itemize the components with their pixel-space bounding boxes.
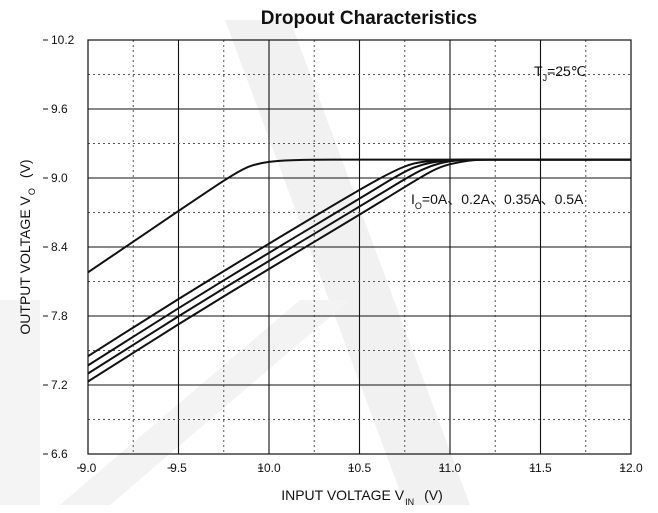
x-tick-label: 11.0 xyxy=(439,461,462,475)
temperature-annotation-rest: =25℃ xyxy=(547,63,586,79)
watermark-stroke xyxy=(60,300,350,505)
temperature-annotation-sub: J xyxy=(543,73,548,83)
axis-ticks: 9.0 9.5 10.0 10.5 11.0 11.5 12.0 6.6 7.2 7.8 8.4 9.… xyxy=(43,33,643,475)
x-axis-label: INPUT VOLTAGE VIN (V) xyxy=(281,487,443,507)
x-axis-label-text: INPUT VOLTAGE V xyxy=(281,487,405,503)
watermark-stroke xyxy=(0,300,40,505)
x-tick-label: 10.0 xyxy=(257,461,281,475)
chart-title: Dropout Characteristics xyxy=(261,8,477,29)
watermark-stroke xyxy=(225,20,470,505)
y-tick-label: 7.2 xyxy=(51,378,68,392)
current-annotation: IO=0A、0.2A、0.35A、0.5A xyxy=(411,191,584,211)
y-tick-label: 10.2 xyxy=(51,33,75,47)
plot-frame xyxy=(87,39,632,455)
x-tick-label: 9.0 xyxy=(80,461,97,475)
x-axis-label-sub: IN xyxy=(405,497,414,507)
y-tick-label: 7.8 xyxy=(51,309,68,323)
y-tick-label: 9.6 xyxy=(51,102,68,116)
y-axis-label-unit: (V) xyxy=(17,159,33,178)
current-annotation-rest: =0A、0.2A、0.35A、0.5A xyxy=(422,191,584,207)
y-tick-label: 8.4 xyxy=(51,240,68,254)
series-line-5 xyxy=(87,158,631,383)
series-group xyxy=(87,158,631,383)
current-annotation-sub: O xyxy=(415,201,422,211)
y-axis-label-sub: O xyxy=(27,188,37,195)
temperature-annotation: TJ=25℃ xyxy=(534,63,587,83)
grid xyxy=(88,40,631,454)
series-line-1 xyxy=(87,158,631,274)
x-tick-label: 9.5 xyxy=(170,461,187,475)
watermark-shape xyxy=(0,20,470,505)
temperature-annotation-base: T xyxy=(534,63,543,79)
current-annotation-base: I xyxy=(411,191,415,207)
x-tick-label: 10.5 xyxy=(348,461,372,475)
y-axis-label: OUTPUT VOLTAGE VO (V) xyxy=(17,159,37,334)
y-tick-label: 9.0 xyxy=(51,171,68,185)
x-axis-label-unit: (V) xyxy=(424,487,443,503)
y-tick-label: 6.6 xyxy=(51,447,68,461)
x-tick-label: 11.5 xyxy=(529,461,552,475)
y-axis-label-text: OUTPUT VOLTAGE V xyxy=(17,195,33,334)
x-tick-label: 12.0 xyxy=(619,461,643,475)
